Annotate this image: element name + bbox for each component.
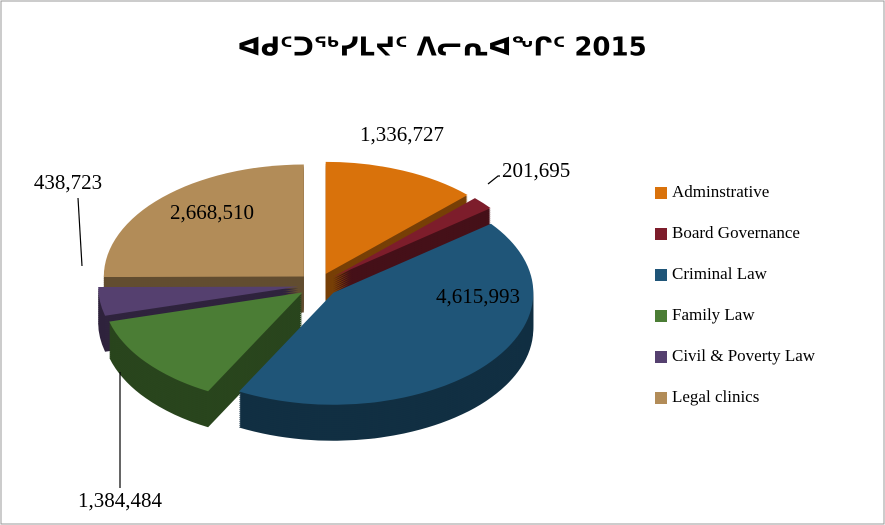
value-label: 201,695 [502, 158, 570, 182]
slice [109, 292, 303, 428]
legend-label: Board Governance [672, 223, 800, 242]
legend-swatch [655, 351, 667, 363]
leader-line [487, 175, 500, 185]
slice [239, 223, 534, 441]
legend-label: Family Law [672, 305, 755, 324]
legend-label: Adminstrative [672, 182, 769, 201]
slice-top [333, 198, 491, 278]
legend-label: Legal clinics [672, 387, 759, 406]
value-label: 1,384,484 [78, 488, 163, 512]
leader-line [77, 197, 83, 267]
slice-top [103, 164, 304, 277]
legend-swatch [655, 392, 667, 404]
legend-swatch [655, 187, 667, 199]
legend-label: Civil & Poverty Law [672, 346, 816, 365]
legend-swatch [655, 310, 667, 322]
value-label: 2,668,510 [170, 200, 254, 224]
value-label: 4,615,993 [436, 284, 520, 308]
value-label: 438,723 [34, 170, 102, 194]
legend-swatch [655, 228, 667, 240]
slice [103, 164, 304, 313]
legend-label: Criminal Law [672, 264, 768, 283]
slice-top [325, 161, 468, 274]
chart-title: ᐊᑯᑦᑐᖅᓯᒪᔪᑦ ᐱᓕᕆᐊᖏᑦ 2015 [237, 33, 646, 63]
slice-top [98, 286, 299, 316]
value-label: 1,336,727 [360, 122, 444, 146]
legend-swatch [655, 269, 667, 281]
slice-top [239, 223, 534, 405]
slice-top [109, 292, 303, 392]
